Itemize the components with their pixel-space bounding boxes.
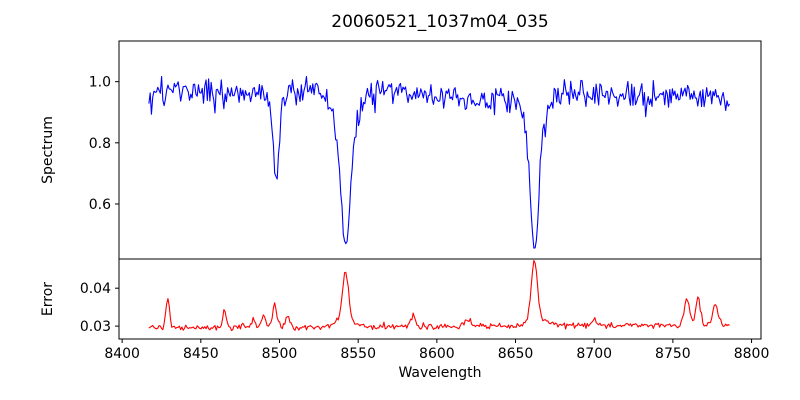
spectrum-panel-frame <box>118 40 762 260</box>
x-axis-label: Wavelength <box>398 365 481 381</box>
error-y-tick-label: 0.04 <box>80 281 111 297</box>
x-tick-label: 8800 <box>734 346 770 362</box>
x-tick-label: 8400 <box>104 346 140 362</box>
chart-title: 20060521_1037m04_035 <box>331 12 548 32</box>
plot-area: 0.6 0.8 1.0 0.03 0.04 8400 8450 8500 8550 8600 865… <box>80 40 770 362</box>
x-tick-label: 8650 <box>498 346 534 362</box>
x-tick-label: 8550 <box>340 346 376 362</box>
y-axis-label-spectrum: Spectrum <box>40 116 56 184</box>
x-tick-label: 8700 <box>576 346 612 362</box>
spectrum-y-tick-label: 1.0 <box>89 75 111 91</box>
x-tick-label: 8600 <box>419 346 455 362</box>
error-panel-frame <box>118 258 762 340</box>
x-tick-label: 8450 <box>183 346 219 362</box>
y-axis-label-error: Error <box>40 282 56 316</box>
error-line <box>148 259 730 332</box>
error-y-tick-label: 0.03 <box>80 319 111 335</box>
spectrum-y-tick-label: 0.8 <box>89 136 111 152</box>
x-tick-label: 8500 <box>262 346 298 362</box>
spectrum-y-tick-label: 0.6 <box>89 197 111 213</box>
spectrum-line <box>148 75 731 249</box>
x-tick-label: 8750 <box>655 346 691 362</box>
